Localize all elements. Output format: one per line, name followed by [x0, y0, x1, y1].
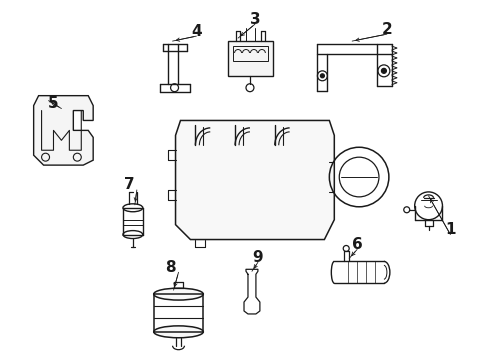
Text: 5: 5	[48, 96, 59, 111]
Ellipse shape	[154, 326, 203, 338]
Circle shape	[381, 68, 387, 73]
Ellipse shape	[154, 288, 203, 300]
Text: 1: 1	[445, 222, 456, 237]
Text: 2: 2	[382, 22, 392, 37]
Text: 7: 7	[123, 177, 134, 193]
Circle shape	[320, 74, 324, 78]
Polygon shape	[34, 96, 93, 165]
Polygon shape	[175, 121, 334, 239]
Text: 6: 6	[352, 237, 363, 252]
Text: 8: 8	[165, 260, 176, 275]
Text: 9: 9	[252, 250, 263, 265]
Text: 4: 4	[191, 24, 202, 39]
Text: 3: 3	[249, 12, 260, 27]
Polygon shape	[228, 41, 273, 76]
